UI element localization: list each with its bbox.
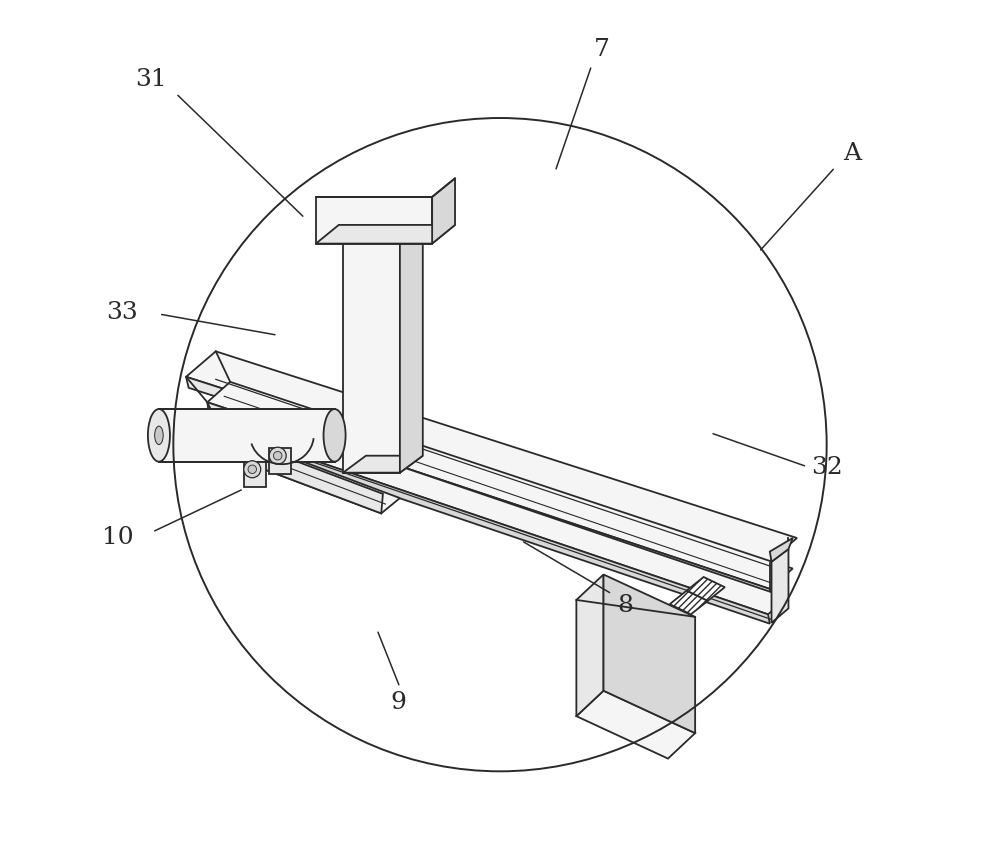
Text: 8: 8 (618, 593, 634, 616)
Polygon shape (269, 449, 291, 474)
Polygon shape (159, 409, 335, 462)
Polygon shape (244, 447, 400, 514)
Polygon shape (244, 462, 266, 488)
Circle shape (248, 466, 256, 474)
Polygon shape (670, 591, 708, 615)
Polygon shape (186, 377, 770, 575)
Text: 32: 32 (811, 456, 843, 479)
Polygon shape (772, 549, 788, 623)
Polygon shape (316, 226, 455, 244)
Polygon shape (604, 575, 695, 734)
Polygon shape (186, 352, 797, 564)
Ellipse shape (148, 409, 170, 462)
Polygon shape (343, 456, 423, 473)
Polygon shape (316, 198, 432, 244)
Ellipse shape (155, 426, 163, 445)
Text: 9: 9 (390, 690, 406, 713)
Text: 33: 33 (107, 300, 138, 323)
Polygon shape (220, 412, 787, 615)
Text: 31: 31 (135, 67, 166, 90)
Circle shape (244, 461, 261, 479)
Polygon shape (207, 403, 772, 602)
Text: 7: 7 (594, 38, 610, 61)
Polygon shape (343, 240, 400, 473)
Circle shape (273, 452, 282, 461)
Polygon shape (207, 382, 793, 589)
Polygon shape (432, 179, 455, 244)
Text: 10: 10 (102, 525, 134, 548)
Polygon shape (220, 429, 770, 624)
Ellipse shape (324, 409, 346, 462)
Polygon shape (576, 691, 695, 758)
Circle shape (269, 448, 286, 465)
Polygon shape (400, 223, 423, 473)
Text: A: A (843, 142, 861, 165)
Polygon shape (770, 538, 793, 562)
Polygon shape (687, 577, 725, 601)
Polygon shape (244, 443, 383, 514)
Polygon shape (576, 575, 604, 717)
